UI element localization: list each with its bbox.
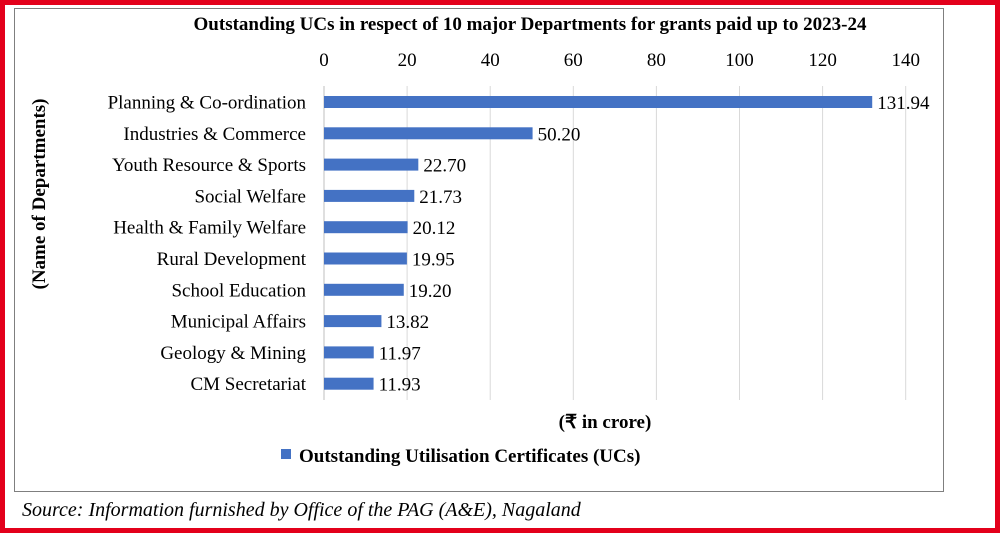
bar xyxy=(324,127,533,140)
x-tick-label: 140 xyxy=(891,50,920,71)
bar xyxy=(324,96,873,108)
category-label: CM Secretariat xyxy=(190,374,306,395)
chart-title: Outstanding UCs in respect of 10 major D… xyxy=(194,14,867,35)
bar xyxy=(324,283,404,296)
bar xyxy=(324,252,407,265)
legend-swatch xyxy=(281,449,291,459)
category-label: Planning & Co-ordination xyxy=(108,93,307,114)
value-label: 13.82 xyxy=(386,312,429,333)
y-axis-label: (Name of Departments) xyxy=(29,99,50,290)
x-tick-label: 80 xyxy=(647,50,666,71)
category-label: School Education xyxy=(171,280,306,301)
bar xyxy=(324,158,419,171)
category-label: Health & Family Welfare xyxy=(113,218,306,239)
bar xyxy=(324,377,374,390)
x-tick-label: 120 xyxy=(808,50,837,71)
category-label: Geology & Mining xyxy=(160,343,306,364)
bar xyxy=(324,189,415,202)
x-tick-label: 100 xyxy=(725,50,754,71)
bars xyxy=(324,96,873,390)
bar xyxy=(324,315,382,328)
category-label: Municipal Affairs xyxy=(171,312,306,333)
category-label: Rural Development xyxy=(157,249,307,270)
value-label: 131.94 xyxy=(877,93,930,114)
x-axis-label: (₹ in crore) xyxy=(559,412,652,433)
category-label: Youth Resource & Sports xyxy=(112,155,306,176)
value-label: 11.97 xyxy=(379,343,421,364)
x-axis-ticks: 0 20 40 60 80 100 120 140 xyxy=(319,50,920,71)
x-tick-label: 0 xyxy=(319,50,329,71)
x-tick-label: 20 xyxy=(398,50,417,71)
value-label: 19.20 xyxy=(409,281,452,302)
legend-label: Outstanding Utilisation Certificates (UC… xyxy=(299,446,640,467)
value-labels: 131.94 50.20 22.70 21.73 20.12 19.95 19.20 13.8… xyxy=(379,93,930,396)
value-label: 19.95 xyxy=(412,250,455,271)
x-tick-label: 40 xyxy=(481,50,500,71)
bar xyxy=(324,221,408,234)
gridlines xyxy=(406,86,907,400)
value-label: 22.70 xyxy=(423,156,466,177)
value-label: 11.93 xyxy=(379,375,421,396)
legend: Outstanding Utilisation Certificates (UC… xyxy=(281,446,640,467)
category-labels: Planning & Co-ordination Industries & Com… xyxy=(108,93,307,396)
source-note: Source: Information furnished by Office … xyxy=(22,499,581,521)
bar xyxy=(324,346,374,359)
category-label: Social Welfare xyxy=(194,186,306,207)
category-label: Industries & Commerce xyxy=(123,124,306,145)
chart-area-border xyxy=(14,8,944,492)
value-label: 21.73 xyxy=(419,187,462,208)
value-label: 50.20 xyxy=(538,124,581,145)
value-label: 20.12 xyxy=(413,218,456,239)
x-tick-label: 60 xyxy=(564,50,583,71)
